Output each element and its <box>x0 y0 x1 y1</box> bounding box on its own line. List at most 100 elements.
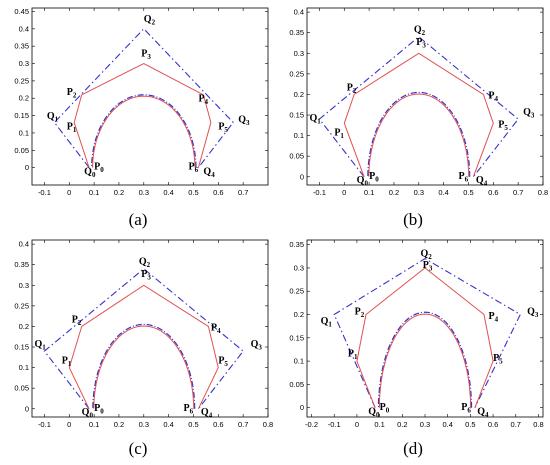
y-tick-label: 0.25 <box>289 69 304 78</box>
x-tick-label: 0.3 <box>139 420 149 429</box>
x-tick-label: 0.4 <box>163 188 173 197</box>
point-label-q4: Q4 <box>201 407 213 420</box>
x-tick-label: 0.8 <box>533 420 543 429</box>
point-label-q3: Q3 <box>523 107 535 120</box>
y-tick-label: 0.15 <box>289 111 304 120</box>
chart-c: -0.1 0 0.1 0.2 0.3 0.4 0.5 0.6 0.7 0.8 0 0.05 0.1 0.1… <box>14 239 273 429</box>
point-label-p4: P4 <box>488 91 498 104</box>
control-polygon-q <box>333 257 522 408</box>
curve-blue <box>91 94 197 168</box>
y-tick-label: 0.1 <box>294 357 304 366</box>
plot-frame <box>306 239 544 418</box>
caption-b: (b) <box>403 210 423 229</box>
y-tick-label: 0.05 <box>14 146 29 155</box>
point-label-q1: Q1 <box>321 316 333 329</box>
x-tick-label: 0.7 <box>513 188 523 197</box>
curve-red <box>368 93 470 177</box>
point-label-p0: P0 <box>94 403 104 416</box>
x-tick-label: 0.3 <box>414 188 424 197</box>
point-label-q3: Q3 <box>238 115 250 128</box>
x-tick-label: 0.6 <box>488 420 498 429</box>
y-tick-label: 0.35 <box>289 240 304 249</box>
point-label-p2: P2 <box>67 87 77 100</box>
y-tick-label: 0.4 <box>294 8 304 17</box>
chart-d: -0.2 -0.1 0 0.1 0.2 0.3 0.4 0.5 0.6 0.7 0.8 0 0.05 0.… <box>289 239 544 429</box>
chart-b: -0.1 0 0.1 0.2 0.3 0.4 0.5 0.6 0.7 0.8 0 0.05 0.1 0.1… <box>289 7 548 197</box>
y-tick-label: 0.4 <box>19 24 29 33</box>
x-tick-label: 0.6 <box>488 188 498 197</box>
panel-a: -0.1 0 0.1 0.2 0.3 0.4 0.5 0.6 0.7 0 0.05 0.1 0.15 0.… <box>0 0 275 232</box>
x-tick-label: 0.8 <box>263 420 273 429</box>
point-label-p1: P1 <box>348 348 358 361</box>
x-tick-label: 0.2 <box>389 188 399 197</box>
point-label-p6: P6 <box>189 161 199 174</box>
point-label-p4: P4 <box>211 323 221 336</box>
y-tick-label: 0.3 <box>294 49 304 58</box>
point-label-p2: P2 <box>347 82 357 95</box>
y-tick-label: 0.45 <box>14 7 29 16</box>
x-tick-label: 0.1 <box>89 420 99 429</box>
point-label-p5: P5 <box>498 119 508 132</box>
x-tick-label: 0.1 <box>374 420 384 429</box>
x-tick-label: 0.7 <box>238 420 248 429</box>
control-polygon-p <box>73 62 212 168</box>
x-tick-label: 0.1 <box>364 188 374 197</box>
y-tick-label: 0 <box>25 404 29 413</box>
point-label-p5: P5 <box>218 121 228 134</box>
y-tick-label: 0 <box>25 163 29 172</box>
y-tick-label: 0.35 <box>289 28 304 37</box>
point-label-p5: P5 <box>493 353 503 366</box>
x-tick-label: -0.2 <box>305 420 318 429</box>
point-label-p1: P1 <box>67 121 77 134</box>
y-tick-label: 0.35 <box>14 260 29 269</box>
y-tick-label: 0.2 <box>294 90 304 99</box>
x-tick-label: -0.1 <box>328 420 341 429</box>
y-tick-label: 0.3 <box>19 281 29 290</box>
panel-d: -0.2 -0.1 0 0.1 0.2 0.3 0.4 0.5 0.6 0.7 0.8 0 0.05 0.… <box>275 232 550 465</box>
control-polygon-q <box>43 268 244 410</box>
x-tick-label: 0.1 <box>89 188 99 197</box>
point-label-p4: P4 <box>198 94 208 107</box>
x-tick-label: 0.3 <box>420 420 430 429</box>
x-tick-label: 0.4 <box>442 420 452 429</box>
point-label-q0: Q0 <box>368 407 380 420</box>
y-tick-label: 0.25 <box>14 76 29 85</box>
x-tick-label: 0.2 <box>397 420 407 429</box>
x-tick-label: 0.5 <box>463 188 473 197</box>
point-label-p3: P3 <box>423 260 433 273</box>
x-tick-label: 0.5 <box>465 420 475 429</box>
x-tick-label: 0.7 <box>238 188 248 197</box>
y-tick-label: 0.1 <box>294 131 304 140</box>
curve-blue <box>367 91 471 177</box>
curve-blue <box>92 323 196 409</box>
y-tick-label: 0.2 <box>294 310 304 319</box>
point-label-p6: P6 <box>184 403 194 416</box>
y-tick-label: 0.25 <box>289 287 304 296</box>
point-label-q2: Q2 <box>420 248 432 261</box>
x-tick-label: 0.8 <box>538 188 548 197</box>
y-tick-label: 0 <box>300 172 304 181</box>
curve-red <box>93 325 195 409</box>
control-polygon-p <box>356 267 494 408</box>
chart-a: -0.1 0 0.1 0.2 0.3 0.4 0.5 0.6 0.7 0 0.05 0.1 0.15 0.… <box>14 7 269 197</box>
x-tick-label: -0.1 <box>38 420 51 429</box>
point-label-q4: Q4 <box>476 175 488 188</box>
x-tick-label: 0.4 <box>438 188 448 197</box>
panel-c: -0.1 0 0.1 0.2 0.3 0.4 0.5 0.6 0.7 0.8 0 0.05 0.1 0.1… <box>0 232 275 465</box>
point-label-p6: P6 <box>461 402 471 415</box>
point-label-q2: Q2 <box>139 257 151 270</box>
y-tick-label: 0.3 <box>19 59 29 68</box>
point-label-q1: Q1 <box>47 111 59 124</box>
point-label-p1: P1 <box>62 355 72 368</box>
y-tick-label: 0.15 <box>14 111 29 120</box>
point-label-p4: P4 <box>489 311 499 324</box>
point-label-q0: Q0 <box>84 167 96 180</box>
curve-blue <box>377 311 473 408</box>
point-label-p3: P3 <box>141 269 151 282</box>
point-label-q4: Q4 <box>477 407 489 420</box>
point-label-q3: Q3 <box>527 307 539 320</box>
y-tick-label: 0.15 <box>14 343 29 352</box>
x-tick-label: 0.3 <box>139 188 149 197</box>
point-label-q3: Q3 <box>251 339 263 352</box>
point-label-q4: Q4 <box>203 167 215 180</box>
